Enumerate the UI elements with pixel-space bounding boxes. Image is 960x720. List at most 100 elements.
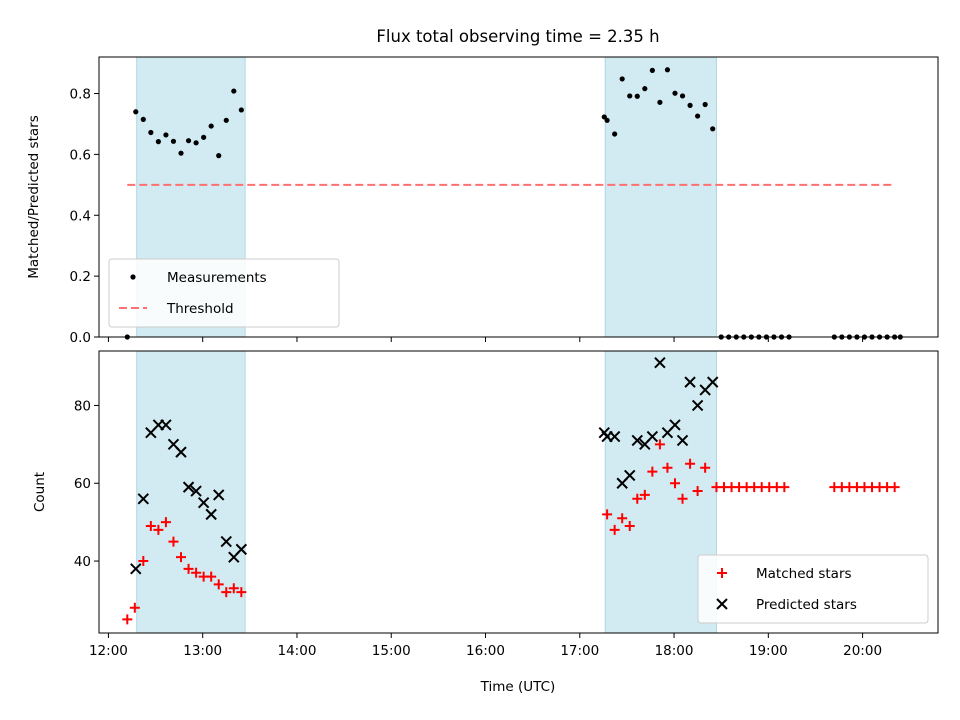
data-point	[672, 90, 678, 96]
data-point	[684, 376, 696, 388]
legend-label: Predicted stars	[756, 597, 857, 613]
x-tick-label: 18:00	[655, 643, 694, 659]
data-point	[160, 419, 172, 431]
x-tick-label: 17:00	[560, 643, 599, 659]
y-tick-label: 0.0	[70, 330, 91, 346]
data-point	[609, 524, 620, 535]
data-point	[231, 88, 237, 94]
data-point	[145, 521, 156, 532]
data-point	[669, 478, 680, 489]
data-point	[649, 67, 655, 73]
legend-box	[108, 258, 340, 328]
data-point	[153, 524, 164, 535]
legend-marker	[130, 274, 136, 280]
data-point	[608, 430, 621, 443]
data-point	[190, 485, 202, 497]
data-point	[639, 489, 650, 500]
highlight-span	[136, 350, 246, 634]
data-point	[632, 493, 643, 504]
legend-marker	[716, 598, 728, 610]
y-tick-label: 40	[74, 554, 91, 570]
y-tick-label: 0.2	[70, 269, 91, 285]
y-axis-label: Matched/Predicted stars	[26, 115, 42, 278]
data-point	[185, 138, 192, 144]
data-point	[133, 109, 139, 115]
series-predicted-stars	[130, 356, 719, 575]
data-point	[208, 123, 214, 129]
data-point	[702, 101, 708, 108]
ratio-panel: 0.0 0.2 0.4 0.6 0.8 Matched/Predicted stars Me…	[26, 56, 939, 346]
data-point	[779, 482, 790, 493]
chart-title: Flux total observing time = 2.35 h	[376, 27, 659, 46]
legend-label: Measurements	[167, 270, 267, 286]
data-point	[710, 126, 716, 132]
data-point	[129, 602, 140, 613]
data-point	[664, 67, 671, 73]
data-point	[191, 567, 202, 578]
data-point	[657, 99, 663, 105]
data-point	[627, 93, 633, 99]
data-point	[175, 446, 187, 458]
data-point	[654, 439, 665, 450]
data-point	[889, 482, 900, 493]
data-point	[624, 469, 636, 482]
data-point	[183, 563, 194, 574]
data-point	[176, 552, 187, 563]
data-point	[631, 434, 643, 447]
data-point	[679, 93, 686, 99]
data-point	[677, 493, 688, 504]
data-point	[182, 481, 195, 493]
x-axis-label: Time (UTC)	[480, 679, 556, 695]
legend-marker	[717, 568, 727, 578]
data-point	[236, 587, 247, 598]
x-tick-label: 12:00	[89, 643, 128, 659]
data-point	[687, 102, 693, 108]
data-point	[669, 419, 681, 431]
data-point	[213, 579, 224, 590]
y-tick-label: 0.8	[70, 87, 91, 103]
data-point	[654, 356, 666, 369]
data-point	[228, 583, 239, 594]
data-point	[201, 134, 207, 140]
legend: Matched stars Predicted stars	[697, 554, 929, 624]
data-point	[691, 399, 704, 412]
data-point	[130, 563, 142, 575]
data-point	[695, 113, 701, 119]
data-point	[193, 140, 199, 146]
data-point	[617, 513, 628, 524]
data-point	[634, 93, 640, 99]
x-tick-label: 20:00	[843, 643, 882, 659]
y-tick-label: 0.4	[70, 208, 91, 224]
data-point	[685, 458, 696, 469]
data-point	[122, 614, 133, 625]
count-panel: 40 60 80 12:00 13:00 14:00 15:00 16:00 17:00 18:0…	[32, 350, 939, 659]
y-tick-label: 60	[74, 476, 91, 492]
data-point	[163, 132, 169, 138]
data-point	[619, 76, 625, 82]
data-point	[700, 462, 711, 473]
axes-frame	[98, 350, 939, 634]
data-point	[642, 86, 648, 92]
data-point	[647, 466, 658, 477]
data-point	[160, 517, 171, 528]
legend-box	[697, 554, 929, 624]
data-point	[662, 462, 673, 473]
data-point	[676, 434, 689, 447]
data-point	[197, 496, 210, 509]
legend-label: Threshold	[166, 301, 234, 317]
data-point	[238, 107, 244, 113]
legend-label: Matched stars	[756, 566, 852, 582]
data-point	[624, 521, 635, 532]
data-point	[604, 117, 610, 123]
data-point	[138, 556, 149, 567]
data-point	[221, 587, 232, 598]
x-tick-label: 14:00	[278, 643, 317, 659]
data-point	[602, 509, 613, 520]
data-point	[206, 571, 217, 582]
data-point	[612, 131, 618, 137]
y-tick-label: 0.6	[70, 147, 91, 163]
data-point	[137, 493, 150, 505]
x-tick-label: 15:00	[372, 643, 411, 659]
data-point	[178, 150, 184, 156]
